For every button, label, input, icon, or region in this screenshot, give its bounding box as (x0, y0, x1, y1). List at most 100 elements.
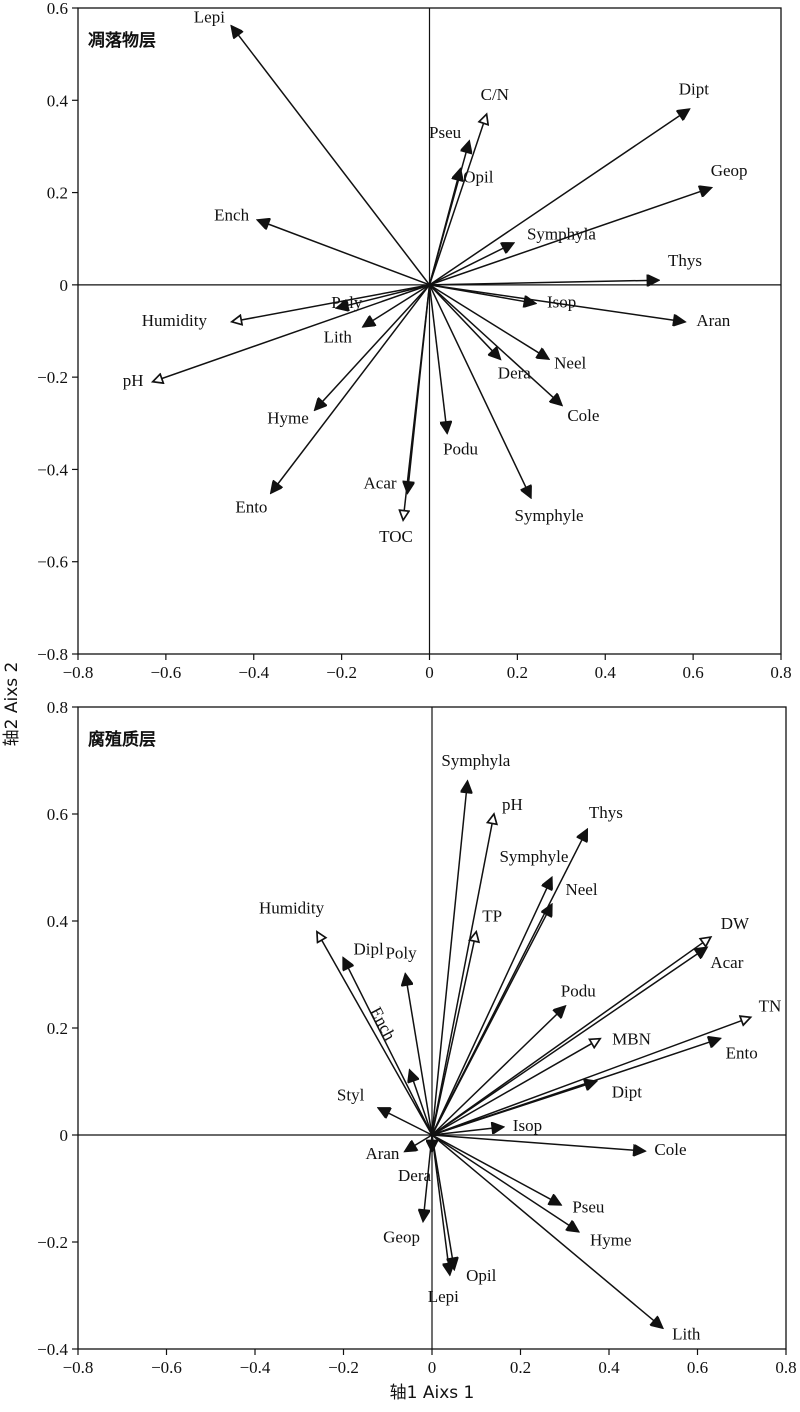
vector-label: Dera (398, 1166, 431, 1185)
vector-label: Thys (668, 251, 702, 270)
x-tick-label: 0.8 (775, 1358, 796, 1377)
taxon-vector-cole (431, 1134, 644, 1151)
env-vector-ph (431, 814, 494, 1136)
vector-label: Poly (331, 293, 363, 312)
taxon-vector-dipt (431, 1082, 596, 1136)
x-tick-label: 0.2 (507, 663, 528, 682)
x-tick-label: 0.8 (770, 663, 791, 682)
vector-label: Ench (366, 1004, 399, 1044)
vector-label: Styl (337, 1085, 365, 1104)
vector-label: Hyme (590, 1230, 632, 1249)
y-tick-label: 0.4 (47, 912, 69, 931)
y-tick-label: 0 (60, 276, 69, 295)
taxon-vector-poly (405, 975, 433, 1136)
vector-label: Opil (466, 1266, 497, 1285)
vector-label: Ento (726, 1044, 758, 1063)
taxon-vector-pseu (431, 1134, 560, 1205)
vector-label: Lepi (428, 1287, 459, 1306)
panel-title: 腐殖质层 (88, 729, 156, 750)
y-tick-label: −0.2 (37, 1233, 68, 1252)
y-tick-label: −0.4 (37, 1340, 68, 1359)
vector-label: Dipt (612, 1083, 643, 1102)
vector-label: DW (721, 914, 750, 933)
taxon-vector-dipt (429, 110, 689, 286)
y-tick-label: −0.4 (37, 460, 68, 479)
taxon-vector-opil (431, 1134, 454, 1269)
taxon-vector-isop (429, 284, 535, 303)
taxon-vector-hyme (431, 1134, 578, 1231)
biplot-panel-2: −0.8 −0.6 −0.4 −0.2 0 0.2 0.4 0.6 0.8 −0.4 −0.2 0 0.… (37, 698, 796, 1377)
vector-label: Dera (498, 364, 531, 383)
y-tick-label: −0.6 (37, 553, 68, 572)
vector-label: Acar (710, 953, 743, 972)
y-tick-label: 0.6 (47, 0, 68, 18)
vector-label: Ench (214, 205, 249, 224)
vector-label: Cole (654, 1140, 686, 1159)
y-tick-label: 0.4 (47, 91, 69, 110)
vector-label: Symphyla (441, 751, 510, 770)
taxon-vector-lepi (232, 26, 431, 286)
taxon-vector-lith (431, 1134, 662, 1328)
vector-label: Dipl (354, 939, 385, 958)
x-tick-label: 0 (425, 663, 434, 682)
y-tick-label: 0.2 (47, 184, 68, 203)
x-tick-label: 0.2 (510, 1358, 531, 1377)
vector-label: Isop (547, 292, 576, 311)
vector-label: Neel (554, 354, 586, 373)
taxon-vector-symphyle (428, 284, 531, 497)
x-tick-label: −0.6 (150, 663, 181, 682)
vector-label: Neel (565, 880, 597, 899)
y-tick-label: 0.8 (47, 698, 68, 717)
vector-label: TOC (379, 527, 413, 546)
taxon-vector-acar (431, 948, 706, 1136)
taxon-vector-ench (258, 220, 430, 286)
vector-label: TN (759, 996, 782, 1015)
x-tick-label: 0 (428, 1358, 437, 1377)
taxon-vector-ench (410, 1071, 433, 1136)
env-vector-ph (153, 284, 430, 382)
vector-label: Isop (513, 1116, 542, 1135)
x-tick-label: 0.6 (683, 663, 704, 682)
vector-label: Hyme (267, 408, 309, 427)
x-tick-label: −0.2 (328, 1358, 359, 1377)
vector-label: pH (502, 795, 523, 814)
x-tick-label: −0.2 (326, 663, 357, 682)
env-vector-c-n (428, 114, 487, 286)
vector-label: Cole (567, 406, 599, 425)
x-tick-label: −0.4 (238, 663, 269, 682)
vector-label: Ento (235, 498, 267, 517)
y-axis-title: 轴2 Aixs 2 (2, 662, 22, 747)
vector-label: Symphyle (499, 847, 568, 866)
taxon-vector-symphyla (429, 243, 513, 286)
vector-label: Lepi (194, 7, 225, 26)
taxon-vector-cole (428, 284, 562, 405)
taxon-vector-poly (337, 284, 430, 308)
x-tick-label: −0.8 (63, 1358, 94, 1377)
taxon-vector-lith (364, 284, 430, 327)
x-axis-title: 轴1 Aixs 1 (390, 1383, 475, 1403)
vector-label: Lith (672, 1325, 701, 1344)
taxon-vector-geop (429, 188, 711, 286)
vector-label: Dipt (679, 80, 710, 99)
env-vector-dw (431, 937, 711, 1136)
taxon-vector-styl (379, 1108, 433, 1136)
vector-label: pH (123, 371, 144, 390)
vector-label: Humidity (142, 311, 208, 330)
vector-label: TP (482, 907, 502, 926)
vector-label: Geop (383, 1228, 420, 1247)
taxon-vector-neel (429, 284, 549, 359)
x-tick-label: −0.6 (151, 1358, 182, 1377)
y-tick-label: 0.2 (47, 1019, 68, 1038)
vector-label: Acar (364, 474, 397, 493)
vector-label: Symphyle (515, 506, 584, 525)
taxon-vector-podu (431, 1007, 565, 1136)
env-vector-tn (431, 1017, 751, 1136)
x-tick-label: 0.4 (598, 1358, 620, 1377)
panel-title: 凋落物层 (88, 30, 156, 51)
vector-label: Opil (463, 168, 494, 187)
vector-label: MBN (612, 1030, 651, 1049)
taxon-vector-dipl (344, 958, 433, 1136)
vector-label: Aran (365, 1144, 399, 1163)
